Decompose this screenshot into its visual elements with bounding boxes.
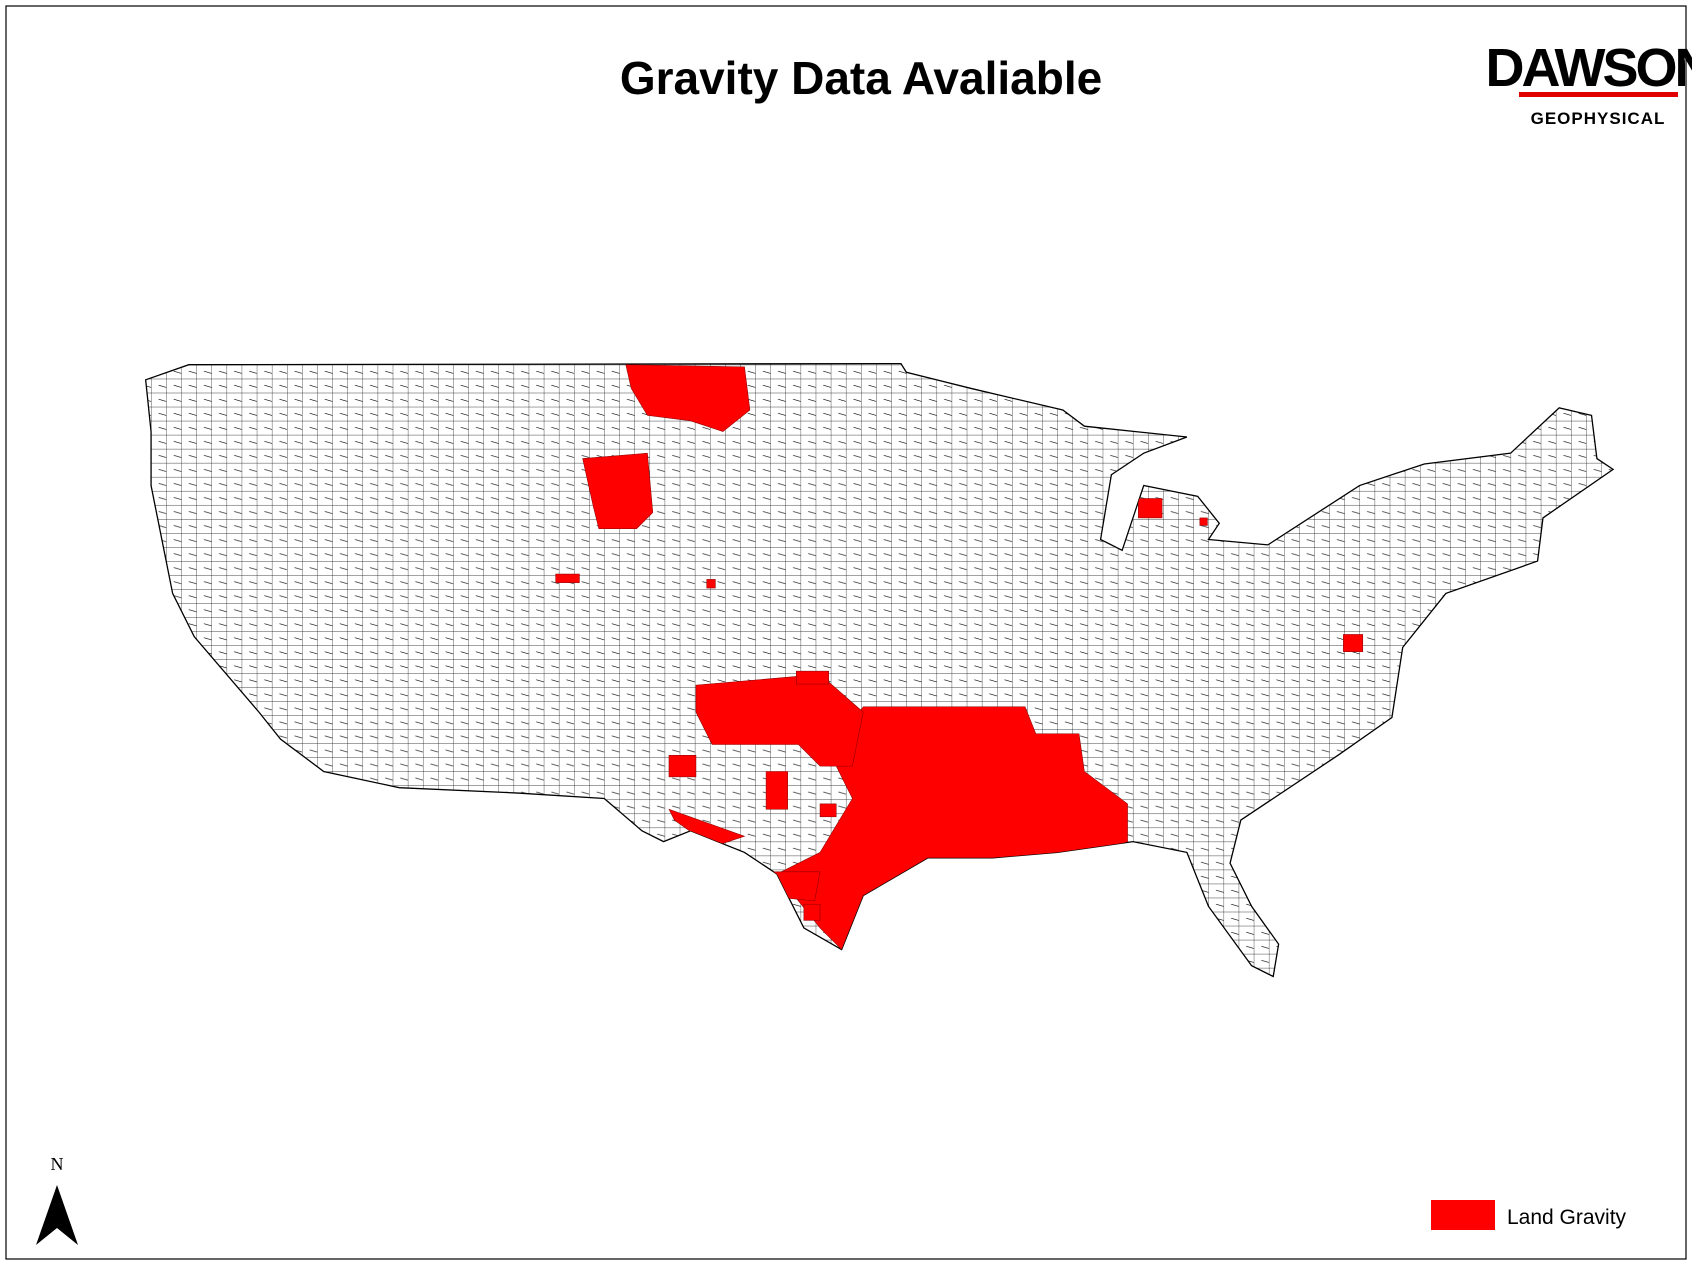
logo-subtitle: GEOPHYSICAL [1531, 109, 1666, 128]
logo-name: DAWSON [1486, 38, 1692, 98]
legend-swatch [1431, 1200, 1495, 1230]
legend-label: Land Gravity [1507, 1206, 1627, 1229]
north-label: N [51, 1154, 64, 1174]
logo: DAWSON GEOPHYSICAL [1486, 38, 1692, 128]
map-title: Gravity Data Avaliable [620, 52, 1102, 104]
north-arrow: N [36, 1154, 78, 1245]
legend: Land Gravity [1431, 1200, 1627, 1230]
land-gravity-areas [555, 364, 1364, 951]
